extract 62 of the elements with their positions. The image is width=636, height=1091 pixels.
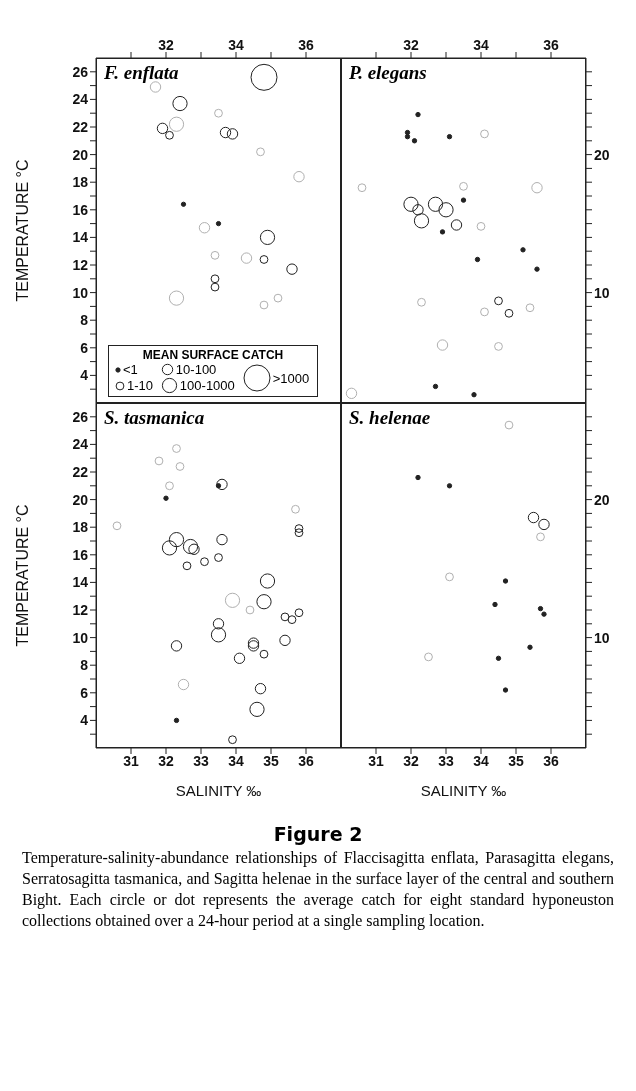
x-axis-title: SALINITY ‰ [420,782,507,799]
legend-label: >1000 [272,370,310,386]
x-tick-label: 33 [438,752,454,769]
caption: Figure 2 [272,823,364,845]
y-tick-label: 20 [594,491,610,508]
y-tick-label: 10 [594,629,610,646]
x-tick-label: 36 [298,752,314,769]
x-tick-label: 36 [298,37,314,53]
y-axis-title: TEMPERATURE °C [13,504,31,647]
legend-label: <1 [123,362,138,377]
text: Temperature-salinity-abundance relationships of Flaccisagitta enflata, Parasagitta elegans, Serratosagitta tasmanica, and Sagitta helenae in the surface layer of the central and southern Bight. Each circle or dot represents the average catch for eight standard hyponeuston collections obtained over a 24-hour period at a single sampling location. [22,848,614,931]
y-axis-title: TEMPERATURE °C [13,159,31,302]
y-tick-label: 18 [72,174,89,191]
chart-title: S. tasmanica [104,407,205,429]
y-tick-label: 12 [72,256,89,273]
y-tick-label: 14 [72,574,89,591]
y-tick-label: 22 [72,118,89,135]
chart-title: S. helenae [349,407,431,429]
legend-label: 100-1000 [179,378,235,393]
y-tick-label: 16 [72,201,89,218]
x-tick-label: 32 [403,37,419,53]
x-tick-label: 34 [228,752,244,769]
x-tick-label: 33 [193,752,209,769]
y-tick-label: 24 [72,91,89,108]
y-tick-label: 4 [80,712,89,729]
y-tick-label: 6 [80,684,89,701]
x-tick-label: 34 [473,752,489,769]
y-tick-label: 8 [80,657,89,674]
x-tick-label: 35 [508,752,524,769]
chart-title: F. enflata [104,62,179,84]
y-tick-label: 20 [72,146,89,163]
y-tick-label: 16 [72,546,89,563]
y-tick-label: 26 [72,408,89,425]
x-tick-label: 34 [473,37,489,53]
y-tick-label: 20 [594,146,610,163]
y-tick-label: 10 [72,629,89,646]
x-tick-label: 31 [123,752,139,769]
chart-title: P. elegans [349,62,427,84]
x-tick-label: 32 [158,752,174,769]
legend-label: 10-100 [175,362,217,377]
y-tick-label: 26 [72,63,89,80]
x-tick-label: 36 [543,752,559,769]
y-tick-label: 24 [72,436,89,453]
x-tick-label: 31 [368,752,384,769]
x-tick-label: 36 [543,37,559,53]
y-tick-label: 12 [72,601,89,618]
y-tick-label: 10 [72,284,89,301]
x-tick-label: 35 [263,752,279,769]
legend-label: 1-10 [127,378,154,393]
y-tick-label: 20 [72,491,89,508]
y-tick-label: 10 [594,284,610,301]
x-tick-label: 34 [228,37,244,53]
y-tick-label: 6 [80,339,89,356]
y-tick-label: 8 [80,312,89,329]
x-tick-label: 32 [158,37,174,53]
x-tick-label: 32 [403,752,419,769]
y-tick-label: 14 [72,229,89,246]
y-tick-label: 4 [80,367,89,384]
legend-title: MEAN SURFACE CATCH [141,348,285,362]
x-axis-title: SALINITY ‰ [175,782,262,799]
y-tick-label: 22 [72,463,89,480]
y-tick-label: 18 [72,519,89,536]
